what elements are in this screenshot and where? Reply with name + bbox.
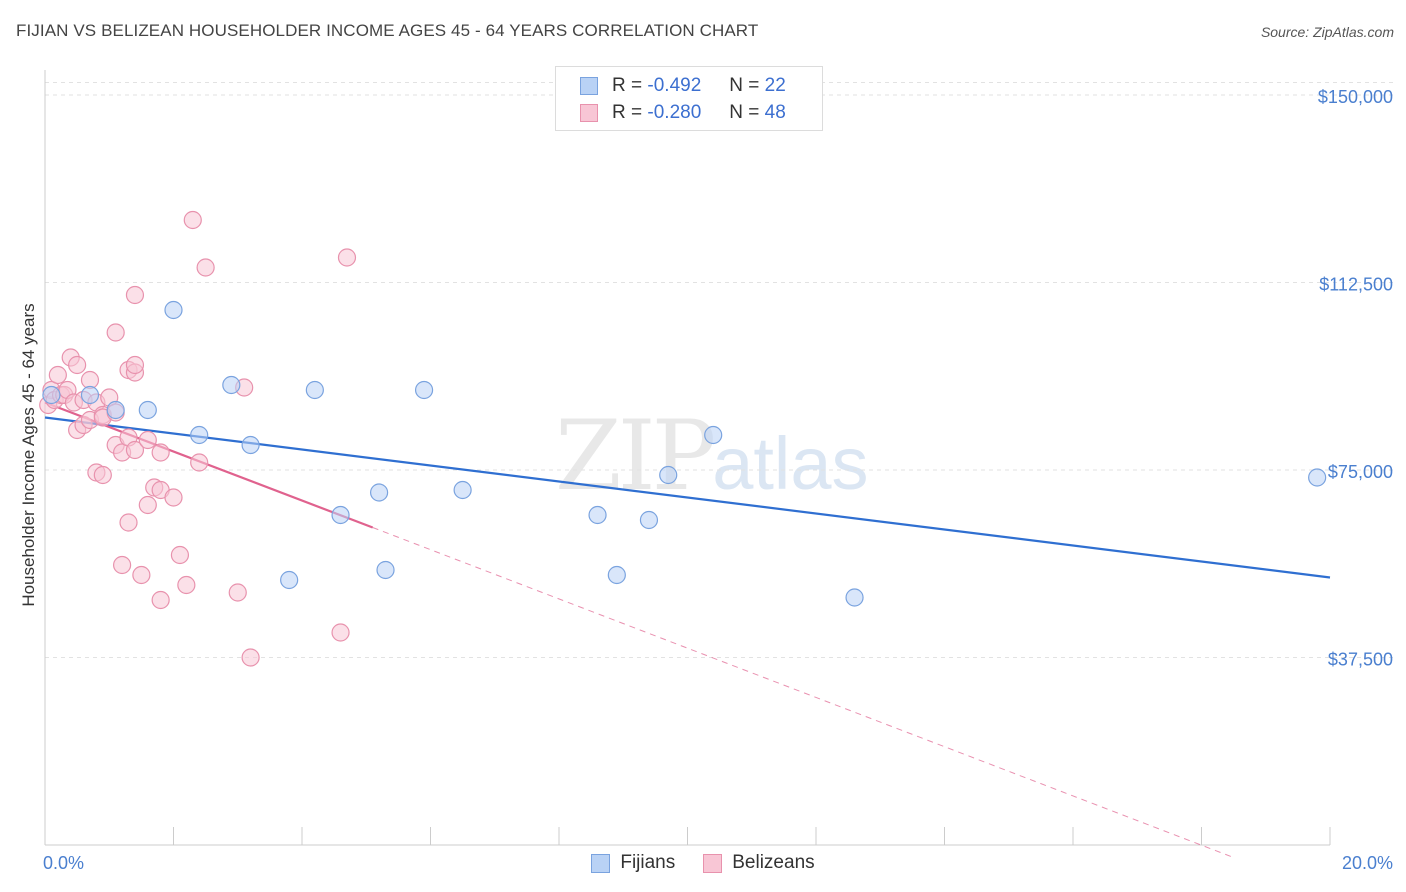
point-fijian — [1308, 468, 1327, 487]
point-belizean — [164, 488, 183, 507]
legend-r-label: R = — [612, 102, 643, 123]
point-belizean — [112, 555, 132, 575]
legend-label-belizeans: Belizeans — [732, 852, 815, 873]
x-tick-label: 0.0% — [43, 853, 84, 873]
point-belizean — [119, 513, 138, 532]
trend-lines — [44, 401, 1331, 858]
legend-item-fijians[interactable]: Fijians — [591, 852, 675, 874]
point-belizean — [241, 648, 260, 667]
point-fijian — [845, 588, 864, 607]
point-belizean — [170, 545, 190, 565]
point-fijian — [42, 385, 61, 405]
watermark-atlas: atlas — [712, 422, 869, 505]
legend-n-value: 22 — [764, 75, 786, 96]
point-belizean — [125, 355, 145, 375]
point-belizean — [331, 623, 350, 642]
point-belizean — [151, 443, 170, 462]
point-fijian — [453, 480, 472, 500]
point-belizean — [138, 495, 157, 515]
point-belizean — [337, 248, 357, 267]
point-belizean — [151, 590, 170, 610]
point-fijian — [659, 465, 678, 485]
legend-r-label: R = — [612, 75, 643, 96]
point-belizean — [177, 575, 196, 595]
tick-labels: $37,500 $75,000 $112,500 $150,000 0.0% 20.0% H… — [19, 87, 1393, 873]
point-fijian — [305, 380, 324, 400]
point-fijian — [588, 505, 607, 525]
watermark-zip: ZIP — [555, 400, 716, 512]
point-fijian — [639, 510, 659, 530]
grid-lines — [45, 82, 1395, 658]
legend-row-belizeans: R = -0.280 N = 48 — [580, 101, 786, 125]
point-fijian — [138, 400, 157, 420]
legend-r-value: -0.280 — [647, 102, 702, 123]
point-fijian — [370, 483, 389, 502]
point-fijian — [280, 570, 299, 590]
y-tick-label: $150,000 — [1318, 87, 1393, 107]
source-label: Source: ZipAtlas.com — [1260, 24, 1394, 40]
trend-extension-belizeans — [372, 527, 1234, 858]
x-tick-label: 20.0% — [1342, 853, 1393, 873]
trend-line-fijians — [44, 416, 1331, 579]
y-tick-label: $37,500 — [1328, 650, 1393, 670]
legend-label-fijians: Fijians — [620, 852, 676, 873]
chart-title: FIJIAN VS BELIZEAN HOUSEHOLDER INCOME AG… — [16, 21, 759, 40]
point-belizean — [125, 285, 145, 305]
point-belizean — [196, 258, 215, 277]
legend-swatch-belizeans — [703, 853, 723, 873]
point-belizean — [106, 323, 125, 342]
point-fijian — [222, 375, 241, 395]
legend-n-value: 48 — [764, 102, 786, 123]
legend-r-value: -0.492 — [647, 75, 702, 96]
point-fijian — [241, 435, 260, 455]
series-legend: Fijians Belizeans — [0, 852, 1406, 874]
point-belizean — [48, 365, 67, 385]
point-fijian — [331, 505, 350, 525]
point-belizean — [132, 565, 151, 585]
point-fijian — [704, 425, 723, 445]
stats-legend: R = -0.492 N = 22 R = -0.280 N = 48 — [555, 66, 823, 131]
point-fijian — [376, 560, 395, 580]
point-belizean — [68, 355, 87, 375]
point-belizean — [228, 583, 247, 602]
data-points — [39, 210, 1327, 667]
legend-swatch-fijians — [591, 853, 611, 873]
point-fijian — [164, 300, 183, 320]
y-tick-label: $75,000 — [1328, 462, 1393, 482]
point-belizean — [190, 453, 209, 472]
y-axis-label: Householder Income Ages 45 - 64 years — [19, 303, 38, 606]
legend-n-label: N = — [729, 75, 760, 96]
point-fijian — [80, 385, 100, 405]
point-fijian — [607, 565, 626, 585]
y-tick-label: $112,500 — [1319, 275, 1393, 295]
axes — [44, 70, 1331, 846]
point-fijian — [106, 400, 125, 420]
point-fijian — [190, 425, 209, 445]
point-fijian — [414, 380, 434, 400]
legend-n-label: N = — [729, 102, 760, 123]
point-belizean — [93, 465, 112, 485]
legend-swatch-fijians — [580, 77, 598, 95]
legend-item-belizeans[interactable]: Belizeans — [703, 852, 815, 874]
watermark: ZIPatlas — [555, 400, 869, 512]
point-belizean — [183, 210, 202, 230]
point-belizean — [125, 440, 145, 460]
point-belizean — [138, 430, 157, 450]
legend-swatch-belizeans — [580, 104, 598, 122]
legend-row-fijians: R = -0.492 N = 22 — [580, 74, 786, 98]
